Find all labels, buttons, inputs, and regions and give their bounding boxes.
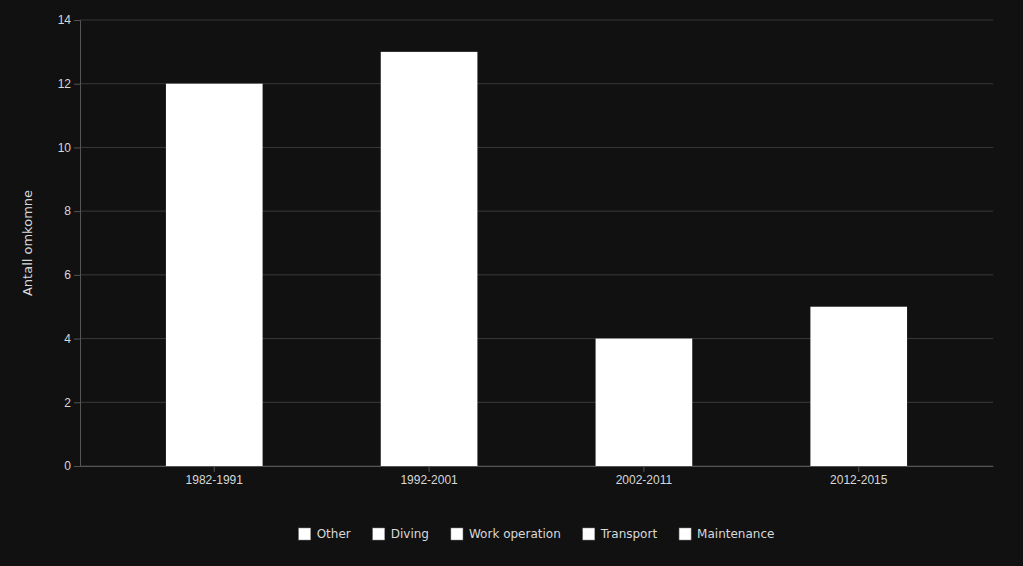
x-tick-label: 1982-1991 xyxy=(186,473,244,487)
x-tick-label: 2002-2011 xyxy=(616,473,673,487)
bar xyxy=(596,339,693,466)
y-tick-label: 12 xyxy=(58,77,72,91)
x-tick: 1982-1991 xyxy=(186,466,244,487)
x-tick-label: 1992-2001 xyxy=(400,473,458,487)
legend-label: Work operation xyxy=(469,527,561,541)
x-tick: 2012-2015 xyxy=(830,466,888,487)
x-tick-mark xyxy=(214,466,215,472)
legend-swatch xyxy=(583,528,595,540)
chart-svg: 1982-1991 1992-2001 2002-2011 2012-2015 0 2 4 6… xyxy=(0,0,1023,566)
y-tick-mark xyxy=(74,147,80,148)
legend-label: Transport xyxy=(600,527,658,541)
y-tick-label: 10 xyxy=(58,141,72,155)
legend-label: Diving xyxy=(391,527,429,541)
legend-swatch xyxy=(299,528,311,540)
y-tick: 8 xyxy=(64,204,80,218)
x-axis: 1982-1991 1992-2001 2002-2011 2012-2015 xyxy=(81,466,994,487)
legend-item: Diving xyxy=(373,527,429,541)
y-tick-mark xyxy=(74,211,80,212)
y-tick: 4 xyxy=(64,332,80,346)
y-tick-mark xyxy=(74,402,80,403)
legend-item: Transport xyxy=(583,527,658,541)
x-tick-label: 2012-2015 xyxy=(830,473,888,487)
legend-swatch xyxy=(451,528,463,540)
y-tick: 12 xyxy=(58,77,80,91)
legend-label: Other xyxy=(317,527,351,541)
legend-swatch xyxy=(373,528,385,540)
y-tick: 2 xyxy=(64,396,80,410)
x-tick: 2002-2011 xyxy=(616,466,673,487)
bars xyxy=(166,52,907,466)
legend-item: Other xyxy=(299,527,351,541)
y-tick-mark xyxy=(74,339,80,340)
y-tick-mark xyxy=(74,275,80,276)
legend-swatch xyxy=(679,528,691,540)
x-tick: 1992-2001 xyxy=(400,466,458,487)
background xyxy=(0,0,1023,566)
y-axis: 0 2 4 6 8 10 12 14 xyxy=(58,13,81,473)
y-tick-label: 14 xyxy=(58,13,72,27)
y-tick-label: 2 xyxy=(64,396,71,410)
y-axis-title: Antall omkomne xyxy=(20,190,35,296)
legend-item: Work operation xyxy=(451,527,561,541)
x-tick-mark xyxy=(858,466,859,472)
y-tick-label: 6 xyxy=(64,268,71,282)
y-tick-mark xyxy=(74,20,80,21)
y-tick-label: 4 xyxy=(64,332,71,346)
y-tick-label: 8 xyxy=(64,204,71,218)
legend-label: Maintenance xyxy=(697,527,774,541)
bar xyxy=(166,84,263,466)
grid xyxy=(80,20,993,466)
y-tick-mark xyxy=(74,466,80,467)
y-tick-mark xyxy=(74,84,80,85)
bar xyxy=(381,52,478,466)
bar xyxy=(810,307,907,466)
axis-line xyxy=(74,21,81,467)
y-tick: 14 xyxy=(58,13,80,27)
legend: Other Diving Work operation Transport Mainte… xyxy=(299,527,775,541)
y-tick: 6 xyxy=(64,268,80,282)
y-tick: 10 xyxy=(58,141,80,155)
chart-container: 1982-1991 1992-2001 2002-2011 2012-2015 0 2 4 6… xyxy=(0,0,1023,566)
plot-area: 1982-1991 1992-2001 2002-2011 2012-2015 0 2 4 6… xyxy=(58,13,994,486)
legend-item: Maintenance xyxy=(679,527,774,541)
y-tick-label: 0 xyxy=(64,459,71,473)
grid-line xyxy=(80,20,993,21)
x-tick-mark xyxy=(643,466,644,472)
x-tick-mark xyxy=(429,466,430,472)
y-tick: 0 xyxy=(64,459,80,473)
axis-line xyxy=(81,466,994,467)
